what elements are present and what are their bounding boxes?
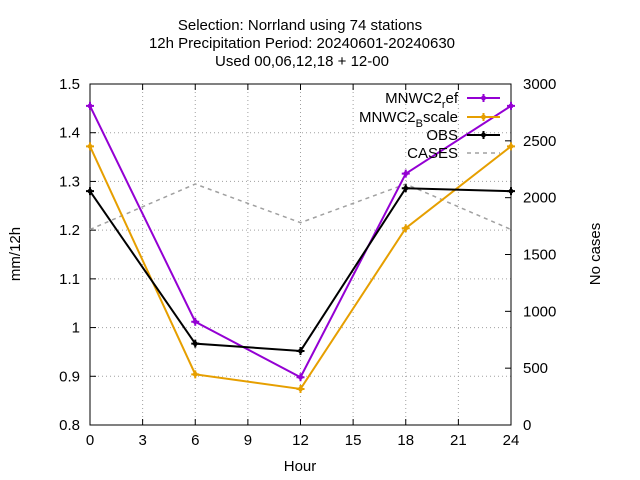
y2-tick-label: 3000 xyxy=(523,76,556,93)
data-point-dot-mnwc2-ref xyxy=(298,374,303,380)
y-tick-label: 0.8 xyxy=(59,417,80,434)
y-tick-label: 1.5 xyxy=(59,76,80,93)
data-point-dot-obs xyxy=(508,188,514,194)
data-point-dot-mnwc2-ref xyxy=(87,103,93,109)
legend-label-mnwc2-ref: MNWC2ref xyxy=(385,90,459,111)
legend-label-mnwc2-bscale: MNWC2Bscale xyxy=(359,109,458,130)
x-tick-label: 12 xyxy=(292,432,309,449)
data-point-dot-obs xyxy=(192,341,198,347)
data-point-dot-obs xyxy=(87,188,93,194)
title-line-3: Used 00,06,12,18 + 12-00 xyxy=(215,53,389,70)
legend-label-obs: OBS xyxy=(426,127,458,144)
y2-tick-label: 2000 xyxy=(523,190,556,207)
y-tick-label: 1.1 xyxy=(59,271,80,288)
y2-tick-label: 0 xyxy=(523,417,531,434)
x-tick-label: 0 xyxy=(86,432,94,449)
x-axis-label: Hour xyxy=(284,458,317,475)
y-tick-label: 1.4 xyxy=(59,125,80,142)
y2-tick-label: 1000 xyxy=(523,303,556,320)
axis-ticks: 0 3 6 9 12 15 18 21 24 0.8 0.9 1 1.1 1.2 1.3 1.4 1.5 0 500… xyxy=(59,76,556,449)
data-point-dot-mnwc2-ref xyxy=(192,319,198,325)
data-point-dot-mnwc2-bscale xyxy=(508,143,514,149)
data-point-dot-mnwc2-bscale xyxy=(298,386,303,392)
y-axis-label: mm/12h xyxy=(7,227,24,281)
x-tick-label: 24 xyxy=(503,432,520,449)
x-tick-label: 21 xyxy=(450,432,467,449)
title-line-2: 12h Precipitation Period: 20240601-20240… xyxy=(149,35,455,52)
series-lines xyxy=(86,101,515,393)
x-tick-label: 3 xyxy=(138,432,146,449)
chart-title: Selection: Norrland using 74 stations 12… xyxy=(149,17,455,70)
legend-marker-dot-obs xyxy=(481,132,486,138)
x-tick-label: 18 xyxy=(397,432,414,449)
y2-tick-label: 1500 xyxy=(523,247,556,264)
data-point-dot-mnwc2-bscale xyxy=(403,225,409,231)
y2-tick-label: 2500 xyxy=(523,133,556,150)
legend-marker-dot-mnwc2-ref xyxy=(481,95,486,101)
data-point-dot-mnwc2-ref xyxy=(403,171,409,177)
x-tick-label: 9 xyxy=(244,432,252,449)
legend-marker-dot-mnwc2-bscale xyxy=(481,114,486,120)
series-line-cases xyxy=(89,183,512,231)
data-point-dot-mnwc2-ref xyxy=(508,103,514,109)
y-tick-label: 1.3 xyxy=(59,173,80,190)
y2-tick-label: 500 xyxy=(523,360,548,377)
data-point-dot-mnwc2-bscale xyxy=(192,371,198,377)
y-tick-label: 1 xyxy=(72,320,80,337)
title-line-1: Selection: Norrland using 74 stations xyxy=(178,17,422,34)
y-tick-label: 1.2 xyxy=(59,222,80,239)
x-tick-label: 15 xyxy=(345,432,362,449)
y-tick-label: 0.9 xyxy=(59,368,80,385)
data-point-dot-obs xyxy=(298,348,303,354)
x-tick-label: 6 xyxy=(191,432,199,449)
data-point-dot-obs xyxy=(403,185,409,191)
legend-label-cases: CASES xyxy=(407,145,458,162)
y2-axis-label: No cases xyxy=(587,223,604,286)
data-point-dot-mnwc2-bscale xyxy=(87,143,93,149)
